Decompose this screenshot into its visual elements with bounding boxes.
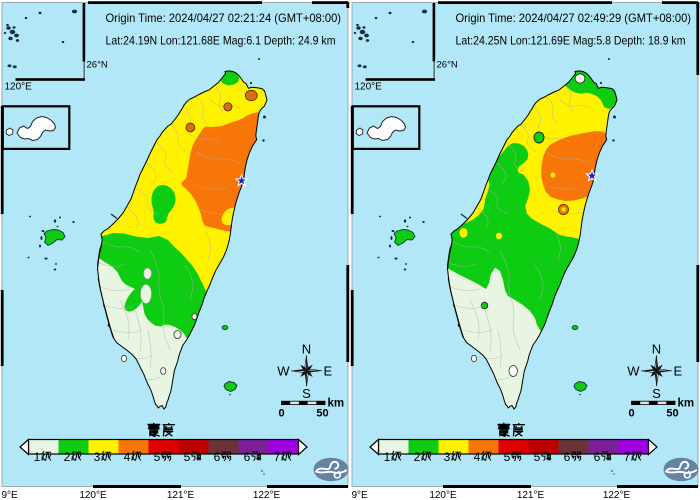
svg-text:1: 1	[34, 450, 41, 464]
svg-text:Lat:24.19N Lon:121.68E Mag:6: Lat:24.19N Lon:121.68E Mag:6.1 Depth: 24…	[106, 35, 336, 48]
svg-text:Origin Time: 2024/04/27 02:4: Origin Time: 2024/04/27 02:49:29 (GMT+08…	[456, 12, 692, 25]
svg-text:120°E: 120°E	[355, 82, 383, 93]
svg-text:N: N	[302, 341, 311, 356]
svg-text:5: 5	[154, 450, 161, 464]
svg-text:E: E	[324, 363, 333, 378]
svg-text:121°E: 121°E	[167, 490, 195, 500]
svg-text:6: 6	[594, 450, 601, 464]
svg-text:5: 5	[534, 450, 541, 464]
svg-text:km: km	[678, 398, 695, 410]
svg-text:120°E: 120°E	[429, 490, 457, 500]
svg-text:122°E: 122°E	[603, 490, 631, 500]
svg-text:6: 6	[564, 450, 571, 464]
svg-text:0: 0	[628, 408, 634, 420]
svg-text:km: km	[328, 398, 345, 410]
svg-text:9°E: 9°E	[2, 490, 19, 500]
svg-text:120°E: 120°E	[5, 82, 33, 93]
svg-text:0: 0	[278, 408, 284, 420]
svg-text:2: 2	[414, 450, 421, 464]
svg-text:26°N: 26°N	[437, 60, 458, 71]
svg-text:26°N: 26°N	[87, 60, 108, 71]
svg-text:5: 5	[184, 450, 191, 464]
svg-text:9°E: 9°E	[352, 490, 369, 500]
svg-text:W: W	[277, 363, 290, 378]
svg-text:2: 2	[64, 450, 71, 464]
svg-text:3: 3	[94, 450, 101, 464]
svg-text:121°E: 121°E	[517, 490, 545, 500]
svg-text:S: S	[302, 386, 311, 401]
svg-text:50: 50	[316, 408, 328, 420]
svg-text:120°E: 120°E	[79, 490, 107, 500]
svg-text:W: W	[627, 363, 640, 378]
svg-text:4: 4	[474, 450, 481, 464]
svg-text:N: N	[652, 341, 661, 356]
svg-text:E: E	[674, 363, 683, 378]
svg-text:50: 50	[666, 408, 678, 420]
svg-text:122°E: 122°E	[253, 490, 281, 500]
svg-text:5: 5	[504, 450, 511, 464]
svg-text:7: 7	[624, 450, 631, 464]
svg-text:7: 7	[274, 450, 281, 464]
svg-text:3: 3	[444, 450, 451, 464]
svg-text:4: 4	[124, 450, 131, 464]
svg-text:Lat:24.25N Lon:121.69E Mag:5: Lat:24.25N Lon:121.69E Mag:5.8 Depth: 18…	[456, 35, 686, 48]
svg-text:1: 1	[384, 450, 391, 464]
svg-text:S: S	[652, 386, 661, 401]
svg-text:6: 6	[214, 450, 221, 464]
svg-text:Origin Time: 2024/04/27 02:2: Origin Time: 2024/04/27 02:21:24 (GMT+08…	[106, 12, 342, 25]
svg-text:6: 6	[244, 450, 251, 464]
